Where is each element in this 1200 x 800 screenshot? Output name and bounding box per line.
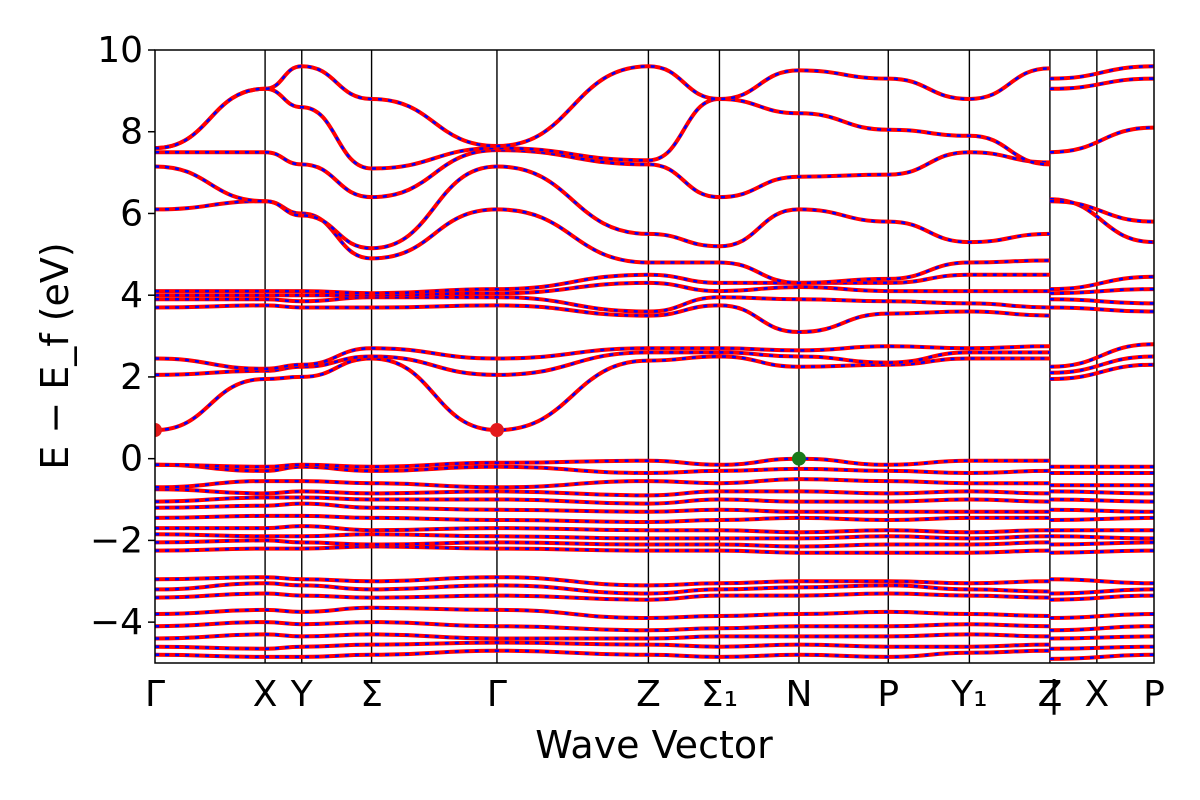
x-tick-label: Y₁ (950, 674, 987, 715)
band-line-dashed (155, 592, 1050, 601)
y-axis-ticks: −4 −2 0 2 4 6 8 10 (90, 30, 155, 643)
band-line-dashed (155, 351, 1050, 377)
band-line-dashed (1049, 594, 1154, 601)
band-line-dashed (1049, 624, 1154, 632)
band-line-dashed (1049, 287, 1154, 295)
band-line-dashed (155, 148, 1050, 199)
band-line-dashed (1049, 126, 1154, 154)
band-line-dashed (155, 488, 1050, 497)
y-tick-label: 6 (120, 193, 143, 234)
band-line-solid (155, 164, 1050, 251)
x-tick-label: Z (636, 674, 661, 715)
band-line-solid (155, 524, 1050, 535)
band-line-dashed (1049, 577, 1154, 585)
markers-group (155, 423, 806, 466)
band-line-solid (155, 640, 1050, 651)
y-tick-label: −2 (90, 520, 143, 561)
band-line-dashed (1049, 275, 1154, 291)
x-axis-label: Wave Vector (535, 723, 773, 767)
band-line-solid (155, 538, 1050, 549)
x-tick-label: Γ (145, 674, 165, 715)
x-tick-label: P (877, 674, 899, 715)
band-line-solid (155, 280, 1050, 298)
band-line-dashed (155, 477, 1050, 489)
band-line-dashed (1049, 549, 1154, 554)
band-line-dashed (155, 304, 1050, 334)
vbm-marker (791, 451, 806, 466)
x-tick-label: Σ (360, 674, 383, 715)
y-tick-label: 2 (120, 357, 143, 398)
band-line-dashed (155, 633, 1050, 640)
band-line-dashed (155, 457, 1050, 469)
band-line-dashed (155, 165, 1050, 250)
band-line-solid (155, 648, 1050, 659)
band-line-dashed (1049, 298, 1154, 305)
y-tick-label: 0 (120, 439, 143, 480)
band-line-solid (155, 64, 1050, 151)
x-tick-label: Σ₁ (701, 674, 738, 715)
y-tick-label: 8 (120, 112, 143, 153)
band-line-solid (155, 575, 1050, 588)
band-line-dashed (155, 345, 1050, 371)
plot-frame (154, 49, 1155, 664)
band-line-solid (155, 605, 1050, 621)
band-line-dashed (1049, 541, 1154, 546)
band-line-dashed (1049, 342, 1154, 368)
band-line-solid (155, 86, 1050, 171)
band-line-dashed (155, 65, 1050, 150)
band-line-dashed (1049, 306, 1154, 313)
y-tick-label: −4 (90, 602, 143, 643)
band-line-dashed (1049, 535, 1154, 540)
band-line-solid (155, 544, 1050, 555)
band-line-dashed (1049, 199, 1154, 223)
bands-group (155, 64, 1154, 661)
band-line-dashed (1049, 77, 1154, 91)
band-line-solid (155, 462, 1050, 476)
band-line-dashed (1049, 355, 1154, 375)
band-line-dashed (1049, 498, 1154, 503)
cbm-marker (489, 423, 504, 438)
band-line-dashed (1049, 65, 1154, 80)
band-line-dashed (1049, 645, 1154, 650)
cbm-marker (155, 423, 162, 438)
band-line-solid (155, 620, 1050, 633)
x-tick-label: Z (1038, 674, 1063, 715)
band-line-dashed (1049, 490, 1154, 495)
x-axis-ticks: Γ X Y Σ Γ Z Σ₁ N P Y₁ Z| X P (145, 674, 1165, 715)
y-tick-label: 10 (97, 30, 143, 71)
band-line-dashed (155, 533, 1050, 540)
x-tick-label: N (785, 674, 812, 715)
x-tick-label: Y (290, 674, 314, 715)
band-line-dashed (155, 295, 1050, 313)
x-tick-label: Γ (487, 674, 507, 715)
band-line-solid (155, 295, 1050, 314)
band-line-solid (155, 581, 1050, 596)
x-tick-label: | (1048, 674, 1060, 715)
band-line-dashed (1049, 635, 1154, 640)
band-line-dashed (1049, 363, 1154, 381)
band-line-dashed (1049, 516, 1154, 522)
band-line-solid (155, 272, 1050, 296)
band-line-dashed (1049, 588, 1154, 595)
x-tick-label: X (253, 674, 278, 715)
band-line-dashed (155, 355, 1050, 432)
band-line-dashed (155, 502, 1050, 514)
band-line-solid (155, 495, 1050, 506)
band-line-solid (155, 199, 1050, 285)
band-line-solid (1049, 125, 1154, 155)
y-axis-label: E − E_f (eV) (33, 242, 77, 470)
band-line-dashed (1049, 612, 1154, 620)
x-tick-label: X (1085, 674, 1110, 715)
y-tick-label: 4 (120, 275, 143, 316)
band-line-dashed (155, 514, 1050, 524)
band-line-dashed (1049, 508, 1154, 514)
band-line-dashed (155, 281, 1050, 297)
band-line-dashed (1049, 653, 1154, 661)
x-tick-label: P (1143, 674, 1165, 715)
